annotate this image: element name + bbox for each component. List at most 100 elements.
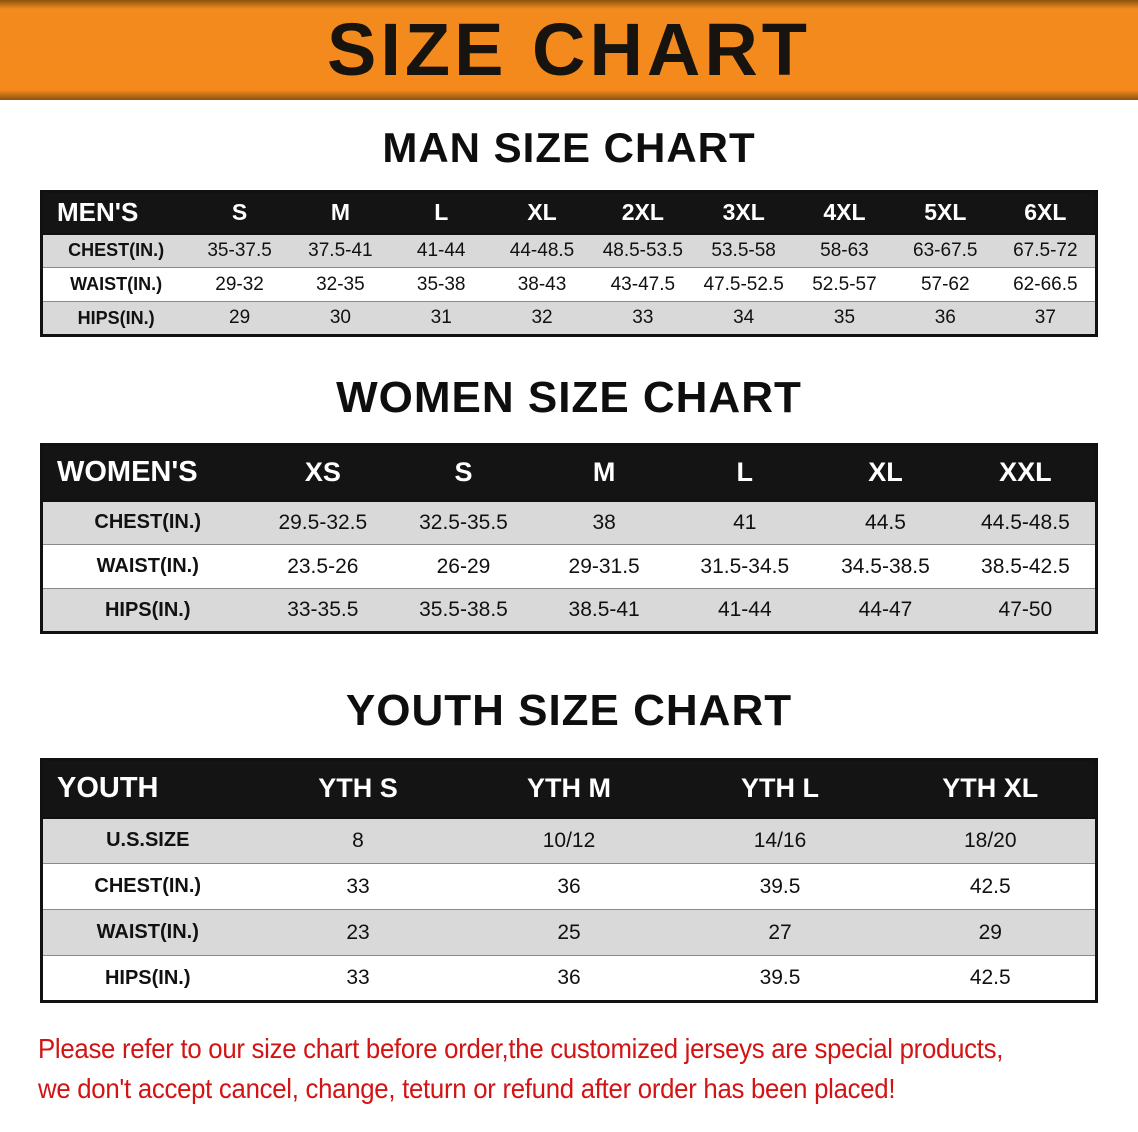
size-value-cell: 42.5 xyxy=(969,966,1011,989)
size-value-cell: 32 xyxy=(531,307,553,328)
disclaimer-line-2: we don't accept cancel, change, teturn o… xyxy=(38,1073,896,1104)
row-label: HIPS(IN.) xyxy=(104,598,191,621)
size-value-cell: 34 xyxy=(733,307,755,328)
row-label: CHEST(IN.) xyxy=(68,240,165,261)
women-size-table: WOMEN'S XS S M L XL XXL CHEST(IN.) 29.5-32.5 32.5… xyxy=(40,443,1098,634)
size-value-cell: 35-38 xyxy=(416,273,466,295)
table-row: HIPS(IN.) 29 30 31 32 33 34 35 36 37 xyxy=(41,301,1097,336)
size-value-cell: 44.5 xyxy=(865,510,906,534)
size-value-cell: 36 xyxy=(557,966,581,989)
size-value-cell: 38 xyxy=(592,510,616,534)
size-header-cell: XL xyxy=(815,444,956,501)
size-value-cell: 29 xyxy=(229,307,251,328)
size-header-cell: M xyxy=(533,444,675,501)
size-value-cell: 10/12 xyxy=(542,828,596,852)
men-section-heading: MAN SIZE CHART xyxy=(382,124,756,171)
size-value-cell: 52.5-57 xyxy=(812,273,877,295)
size-value-cell: 41 xyxy=(733,510,757,534)
disclaimer-line-1: Please refer to our size chart before or… xyxy=(38,1033,1004,1064)
size-value-cell: 31.5-34.5 xyxy=(700,554,790,578)
size-value-cell: 37.5-41 xyxy=(308,239,373,261)
size-value-cell: 33 xyxy=(346,966,370,989)
size-value-cell: 37 xyxy=(1034,307,1056,328)
size-value-cell: 44-48.5 xyxy=(509,239,575,261)
size-value-cell: 57-62 xyxy=(920,273,970,295)
size-header-cell: L xyxy=(390,191,492,234)
table-row: CHEST(IN.) 33 36 39.5 42.5 xyxy=(41,864,1097,910)
size-value-cell: 33 xyxy=(346,874,370,898)
size-value-cell: 42.5 xyxy=(969,874,1011,898)
size-value-cell: 38.5-41 xyxy=(568,598,640,621)
size-value-cell: 30 xyxy=(329,307,351,328)
table-header-row: YOUTH YTH S YTH M YTH L YTH XL xyxy=(41,759,1097,818)
size-value-cell: 35 xyxy=(833,307,856,328)
table-header-row: MEN'S S M L XL 2XL 3XL 4XL 5XL 6XL xyxy=(41,191,1097,234)
men-size-table: MEN'S S M L XL 2XL 3XL 4XL 5XL 6XL CHEST(IN.) 35-37… xyxy=(40,190,1098,337)
row-label: WAIST(IN.) xyxy=(96,921,199,943)
size-value-cell: 41-44 xyxy=(717,598,772,621)
size-value-cell: 44-47 xyxy=(858,598,913,621)
size-value-cell: 29 xyxy=(978,920,1002,944)
disclaimer: Please refer to our size chart before or… xyxy=(0,1029,1138,1109)
size-value-cell: 8 xyxy=(352,828,364,852)
youth-section-heading: YOUTH SIZE CHART xyxy=(345,686,793,735)
size-header-cell: S xyxy=(189,191,290,234)
size-value-cell: 33 xyxy=(632,307,654,328)
women-table-wrap: WOMEN'S XS S M L XL XXL CHEST(IN.) 29.5-32.5 32.5… xyxy=(0,443,1138,634)
table-title-cell: MEN'S xyxy=(41,191,190,234)
table-title-cell: WOMEN'S xyxy=(41,444,253,501)
table-row: HIPS(IN.) 33-35.5 35.5-38.5 38.5-41 41-44 44-… xyxy=(41,588,1097,633)
size-value-cell: 47-50 xyxy=(998,598,1053,621)
size-value-cell: 33-35.5 xyxy=(287,598,359,621)
size-value-cell: 43-47.5 xyxy=(610,273,676,295)
men-table-wrap: MEN'S S M L XL 2XL 3XL 4XL 5XL 6XL CHEST(IN.) 35-37… xyxy=(0,190,1138,337)
size-value-cell: 48.5-53.5 xyxy=(602,239,683,261)
size-value-cell: 32-35 xyxy=(316,273,365,295)
size-header-cell: XXL xyxy=(955,444,1097,501)
size-value-cell: 32.5-35.5 xyxy=(419,510,508,534)
size-header-cell: XS xyxy=(252,444,394,501)
row-label: WAIST(IN.) xyxy=(70,274,163,294)
size-value-cell: 35-37.5 xyxy=(207,239,272,261)
size-value-cell: 18/20 xyxy=(963,828,1017,852)
youth-table-wrap: YOUTH YTH S YTH M YTH L YTH XL U.S.SIZE 8 10/12… xyxy=(0,758,1138,1003)
banner-title: SIZE CHART xyxy=(327,8,811,91)
table-row: WAIST(IN.) 29-32 32-35 35-38 38-43 43-47.5 47.… xyxy=(41,268,1097,302)
table-row: U.S.SIZE 8 10/12 14/16 18/20 xyxy=(41,817,1097,864)
size-value-cell: 31 xyxy=(430,307,452,328)
women-section-heading: WOMEN SIZE CHART xyxy=(336,373,802,422)
row-label: CHEST(IN.) xyxy=(94,875,202,897)
size-header-cell: 2XL xyxy=(592,191,694,234)
size-header-cell: YTH S xyxy=(252,759,464,818)
size-header-cell: M xyxy=(290,191,391,234)
table-title-cell: YOUTH xyxy=(41,759,253,818)
size-value-cell: 35.5-38.5 xyxy=(419,598,508,621)
size-header-cell: YTH M xyxy=(463,759,675,818)
size-header-cell: XL xyxy=(491,191,593,234)
size-value-cell: 67.5-72 xyxy=(1013,239,1078,261)
row-label: WAIST(IN.) xyxy=(96,555,199,577)
size-value-cell: 29-32 xyxy=(215,273,264,295)
table-row: WAIST(IN.) 23.5-26 26-29 29-31.5 31.5-34.5 34… xyxy=(41,545,1097,589)
table-row: CHEST(IN.) 35-37.5 37.5-41 41-44 44-48.5 48.5… xyxy=(41,233,1097,268)
size-value-cell: 53.5-58 xyxy=(711,239,776,261)
row-label: HIPS(IN.) xyxy=(77,307,155,328)
size-chart-banner: SIZE CHART xyxy=(0,0,1138,100)
size-value-cell: 39.5 xyxy=(759,966,801,989)
size-header-cell: 4XL xyxy=(794,191,895,234)
size-header-cell: YTH XL xyxy=(885,759,1097,818)
size-value-cell: 36 xyxy=(934,307,956,328)
table-row: HIPS(IN.) 33 36 39.5 42.5 xyxy=(41,956,1097,1002)
size-value-cell: 39.5 xyxy=(759,874,801,898)
size-value-cell: 36 xyxy=(557,874,581,898)
size-value-cell: 34.5-38.5 xyxy=(841,554,930,578)
row-label: HIPS(IN.) xyxy=(104,966,191,989)
size-value-cell: 14/16 xyxy=(753,828,807,852)
size-value-cell: 26-29 xyxy=(436,554,491,578)
size-value-cell: 41-44 xyxy=(416,239,466,261)
size-value-cell: 62-66.5 xyxy=(1013,273,1078,295)
size-value-cell: 63-67.5 xyxy=(913,239,978,261)
size-value-cell: 29.5-32.5 xyxy=(278,510,368,534)
size-value-cell: 38-43 xyxy=(517,273,567,295)
size-value-cell: 23.5-26 xyxy=(287,554,359,578)
